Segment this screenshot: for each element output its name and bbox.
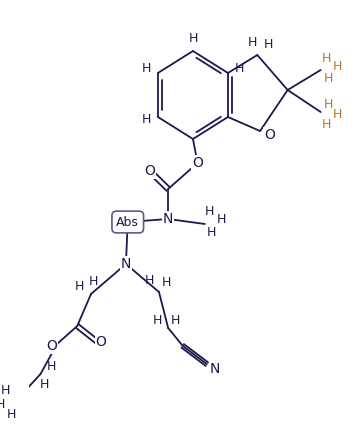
Text: H: H: [217, 213, 226, 226]
Text: N: N: [210, 362, 220, 376]
Text: O: O: [192, 156, 203, 170]
Text: H: H: [323, 71, 333, 84]
Text: H: H: [323, 98, 333, 111]
Text: H: H: [264, 39, 273, 52]
Text: H: H: [206, 226, 216, 238]
Text: H: H: [6, 408, 16, 420]
Text: H: H: [39, 377, 49, 391]
Text: H: H: [89, 274, 99, 288]
Text: H: H: [205, 205, 214, 218]
Text: H: H: [0, 397, 5, 411]
Text: N: N: [121, 257, 131, 271]
Text: H: H: [322, 52, 331, 66]
Text: H: H: [74, 280, 84, 293]
Text: H: H: [235, 62, 244, 75]
Text: H: H: [152, 313, 162, 326]
Text: H: H: [47, 360, 56, 373]
Text: H: H: [145, 274, 155, 286]
Text: N: N: [163, 212, 173, 226]
Text: H: H: [332, 59, 342, 72]
Text: H: H: [322, 118, 331, 131]
Text: H: H: [248, 36, 257, 48]
Text: O: O: [46, 339, 57, 353]
Text: H: H: [1, 384, 10, 396]
Text: H: H: [171, 313, 180, 326]
Text: O: O: [96, 335, 106, 349]
Text: Abs: Abs: [116, 215, 139, 229]
Text: O: O: [264, 128, 275, 142]
Text: H: H: [141, 112, 151, 126]
Text: H: H: [162, 275, 171, 289]
Text: H: H: [188, 32, 197, 45]
Text: O: O: [144, 164, 155, 178]
Text: H: H: [141, 62, 151, 75]
Text: H: H: [332, 107, 342, 120]
